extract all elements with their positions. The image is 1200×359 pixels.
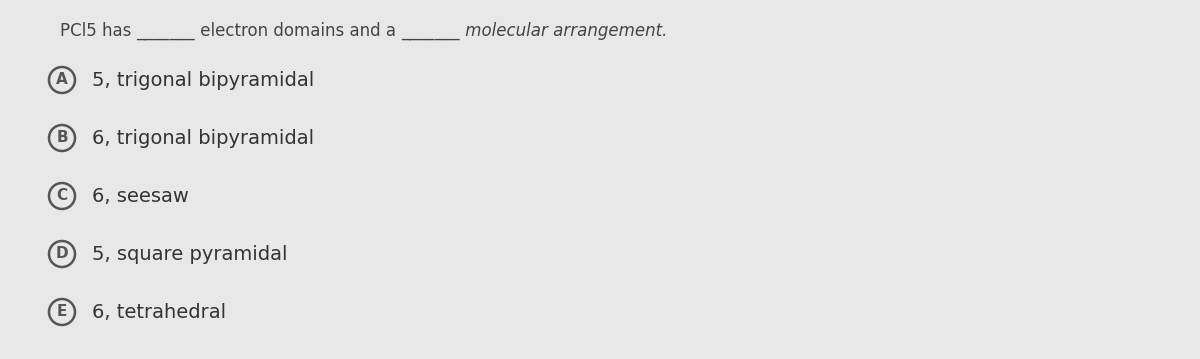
Text: _______: _______ (137, 22, 196, 40)
Text: D: D (55, 247, 68, 261)
Text: _______: _______ (402, 22, 460, 40)
Text: 5, square pyramidal: 5, square pyramidal (92, 244, 288, 264)
Text: PCl5 has: PCl5 has (60, 22, 137, 40)
Text: 5, trigonal bipyramidal: 5, trigonal bipyramidal (92, 70, 314, 89)
Text: B: B (56, 131, 68, 145)
Text: electron domains and a: electron domains and a (196, 22, 402, 40)
Text: 6, seesaw: 6, seesaw (92, 186, 188, 205)
Text: 6, trigonal bipyramidal: 6, trigonal bipyramidal (92, 129, 314, 148)
Text: 6, tetrahedral: 6, tetrahedral (92, 303, 226, 322)
Text: E: E (56, 304, 67, 320)
Text: molecular arrangement.: molecular arrangement. (460, 22, 667, 40)
Text: C: C (56, 188, 67, 204)
Text: A: A (56, 73, 68, 88)
